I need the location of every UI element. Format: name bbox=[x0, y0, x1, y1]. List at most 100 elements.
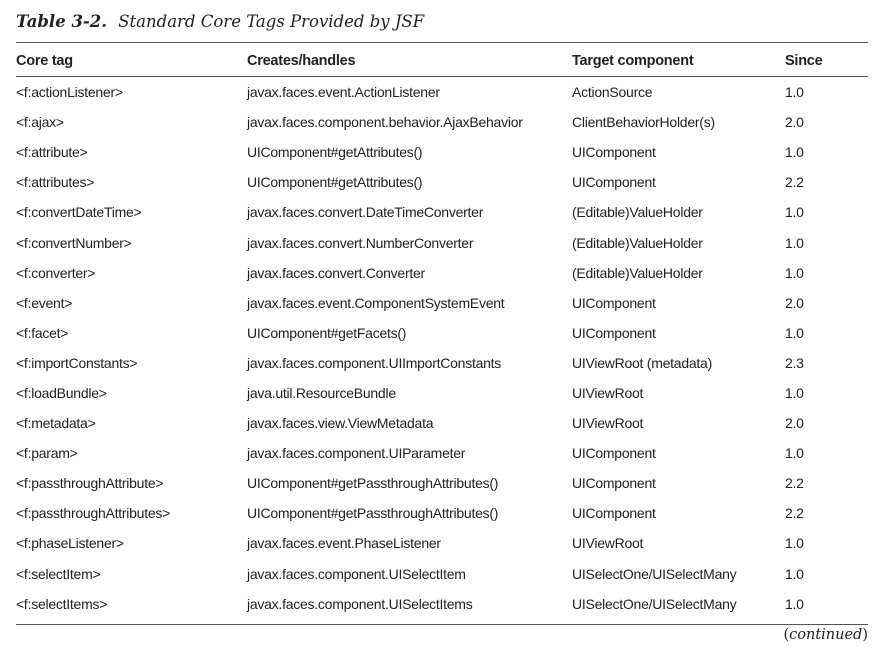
table-row: <f:convertDateTime> javax.faces.convert.D… bbox=[16, 197, 868, 227]
table-row: <f:converter> javax.faces.convert.Convert… bbox=[16, 258, 868, 288]
cell-target-component: (Editable)ValueHolder bbox=[572, 234, 703, 251]
cell-target-component: UIViewRoot bbox=[572, 384, 644, 401]
table-header-rule bbox=[16, 76, 868, 77]
table-row: <f:metadata> javax.faces.view.ViewMetadat… bbox=[16, 408, 868, 438]
cell-core-tag: <f:ajax> bbox=[16, 114, 64, 131]
cell-creates-handles: javax.faces.component.behavior.AjaxBehav… bbox=[247, 114, 523, 131]
cell-target-component: UIViewRoot bbox=[572, 415, 644, 432]
cell-since: 2.2 bbox=[785, 505, 804, 522]
cell-core-tag: <f:param> bbox=[16, 445, 78, 462]
cell-creates-handles: javax.faces.convert.DateTimeConverter bbox=[247, 204, 484, 221]
cell-since: 1.0 bbox=[785, 324, 804, 341]
cell-core-tag: <f:converter> bbox=[16, 264, 96, 281]
cell-core-tag: <f:event> bbox=[16, 294, 73, 311]
table-row: <f:passthroughAttribute> UIComponent#getP… bbox=[16, 468, 868, 498]
table-title: Standard Core Tags Provided by JSF bbox=[118, 12, 425, 31]
cell-target-component: UIComponent bbox=[572, 294, 656, 311]
cell-target-component: UIViewRoot bbox=[572, 535, 644, 552]
cell-since: 1.0 bbox=[785, 204, 804, 221]
cell-creates-handles: javax.faces.component.UIImportConstants bbox=[247, 354, 502, 371]
cell-creates-handles: javax.faces.convert.NumberConverter bbox=[247, 234, 474, 251]
cell-since: 1.0 bbox=[785, 535, 804, 552]
cell-creates-handles: UIComponent#getAttributes() bbox=[247, 144, 423, 161]
cell-since: 2.3 bbox=[785, 354, 804, 371]
cell-since: 2.0 bbox=[785, 114, 804, 131]
table-row: <f:importConstants> javax.faces.component… bbox=[16, 348, 868, 378]
cell-since: 1.0 bbox=[785, 384, 804, 401]
cell-since: 2.2 bbox=[785, 174, 804, 191]
table-row: <f:facet> UIComponent#getFacets() UICompon… bbox=[16, 318, 868, 348]
header-since: Since bbox=[785, 53, 823, 69]
cell-creates-handles: javax.faces.component.UISelectItems bbox=[247, 595, 473, 612]
cell-creates-handles: java.util.ResourceBundle bbox=[247, 384, 396, 401]
cell-since: 2.0 bbox=[785, 294, 804, 311]
cell-target-component: UIComponent bbox=[572, 324, 656, 341]
cell-since: 1.0 bbox=[785, 144, 804, 161]
table-body: <f:actionListener> javax.faces.event.Acti… bbox=[16, 75, 868, 619]
cell-since: 1.0 bbox=[785, 84, 804, 101]
table-caption: Table 3-2. Standard Core Tags Provided b… bbox=[16, 12, 424, 31]
table-row: <f:loadBundle> java.util.ResourceBundle UI… bbox=[16, 378, 868, 408]
cell-core-tag: <f:passthroughAttributes> bbox=[16, 505, 171, 522]
cell-creates-handles: UIComponent#getAttributes() bbox=[247, 174, 423, 191]
table-row: <f:passthroughAttributes> UIComponent#get… bbox=[16, 498, 868, 528]
cell-since: 1.0 bbox=[785, 565, 804, 582]
cell-core-tag: <f:facet> bbox=[16, 324, 69, 341]
cell-since: 1.0 bbox=[785, 234, 804, 251]
table-row: <f:param> javax.faces.component.UIParamet… bbox=[16, 438, 868, 468]
table-row: <f:actionListener> javax.faces.event.Acti… bbox=[16, 75, 868, 107]
cell-core-tag: <f:actionListener> bbox=[16, 84, 123, 101]
cell-creates-handles: UIComponent#getFacets() bbox=[247, 324, 407, 341]
cell-target-component: ActionSource bbox=[572, 84, 653, 101]
table-number: Table 3-2. bbox=[16, 12, 107, 31]
cell-creates-handles: javax.faces.component.UIParameter bbox=[247, 445, 466, 462]
cell-target-component: (Editable)ValueHolder bbox=[572, 264, 703, 281]
cell-target-component: ClientBehaviorHolder(s) bbox=[572, 114, 715, 131]
cell-core-tag: <f:attributes> bbox=[16, 174, 95, 191]
cell-since: 2.2 bbox=[785, 475, 804, 492]
cell-core-tag: <f:metadata> bbox=[16, 415, 96, 432]
cell-core-tag: <f:selectItem> bbox=[16, 565, 101, 582]
cell-target-component: UIComponent bbox=[572, 505, 656, 522]
cell-core-tag: <f:loadBundle> bbox=[16, 384, 107, 401]
cell-core-tag: <f:attribute> bbox=[16, 144, 88, 161]
table-row: <f:attributes> UIComponent#getAttributes(… bbox=[16, 167, 868, 197]
cell-creates-handles: UIComponent#getPassthroughAttributes() bbox=[247, 475, 499, 492]
cell-since: 2.0 bbox=[785, 415, 804, 432]
cell-target-component: UIComponent bbox=[572, 475, 656, 492]
document-page: Table 3-2. Standard Core Tags Provided b… bbox=[16, 0, 868, 659]
cell-core-tag: <f:selectItems> bbox=[16, 595, 108, 612]
table-header-row: Core tag Creates/handles Target componen… bbox=[16, 47, 868, 75]
cell-target-component: UIComponent bbox=[572, 445, 656, 462]
cell-creates-handles: javax.faces.convert.Converter bbox=[247, 264, 425, 281]
table-row: <f:selectItem> javax.faces.component.UISe… bbox=[16, 559, 868, 589]
table-row: <f:selectItems> javax.faces.component.UIS… bbox=[16, 589, 868, 619]
cell-creates-handles: javax.faces.component.UISelectItem bbox=[247, 565, 466, 582]
cell-target-component: UIComponent bbox=[572, 144, 656, 161]
header-creates-handles: Creates/handles bbox=[247, 53, 356, 69]
cell-core-tag: <f:convertDateTime> bbox=[16, 204, 142, 221]
cell-creates-handles: javax.faces.event.ComponentSystemEvent bbox=[247, 294, 505, 311]
cell-since: 1.0 bbox=[785, 445, 804, 462]
table-row: <f:attribute> UIComponent#getAttributes()… bbox=[16, 137, 868, 167]
table-row: <f:phaseListener> javax.faces.event.Phase… bbox=[16, 528, 868, 558]
cell-creates-handles: javax.faces.event.ActionListener bbox=[247, 84, 440, 101]
header-target-component: Target component bbox=[572, 53, 694, 69]
table-top-rule bbox=[16, 42, 868, 43]
cell-creates-handles: javax.faces.event.PhaseListener bbox=[247, 535, 441, 552]
continued-text: continued bbox=[789, 627, 863, 643]
cell-target-component: UIComponent bbox=[572, 174, 656, 191]
cell-target-component: (Editable)ValueHolder bbox=[572, 204, 703, 221]
core-tags-table: Core tag Creates/handles Target componen… bbox=[16, 47, 868, 619]
cell-core-tag: <f:phaseListener> bbox=[16, 535, 124, 552]
header-core-tag: Core tag bbox=[16, 53, 73, 69]
cell-target-component: UISelectOne/UISelectMany bbox=[572, 565, 737, 582]
cell-core-tag: <f:importConstants> bbox=[16, 354, 138, 371]
cell-core-tag: <f:passthroughAttribute> bbox=[16, 475, 164, 492]
cell-since: 1.0 bbox=[785, 595, 804, 612]
table-row: <f:convertNumber> javax.faces.convert.Num… bbox=[16, 227, 868, 257]
cell-creates-handles: javax.faces.view.ViewMetadata bbox=[247, 415, 434, 432]
cell-core-tag: <f:convertNumber> bbox=[16, 234, 132, 251]
continued-note: (continued) bbox=[783, 627, 868, 643]
cell-target-component: UIViewRoot (metadata) bbox=[572, 354, 712, 371]
